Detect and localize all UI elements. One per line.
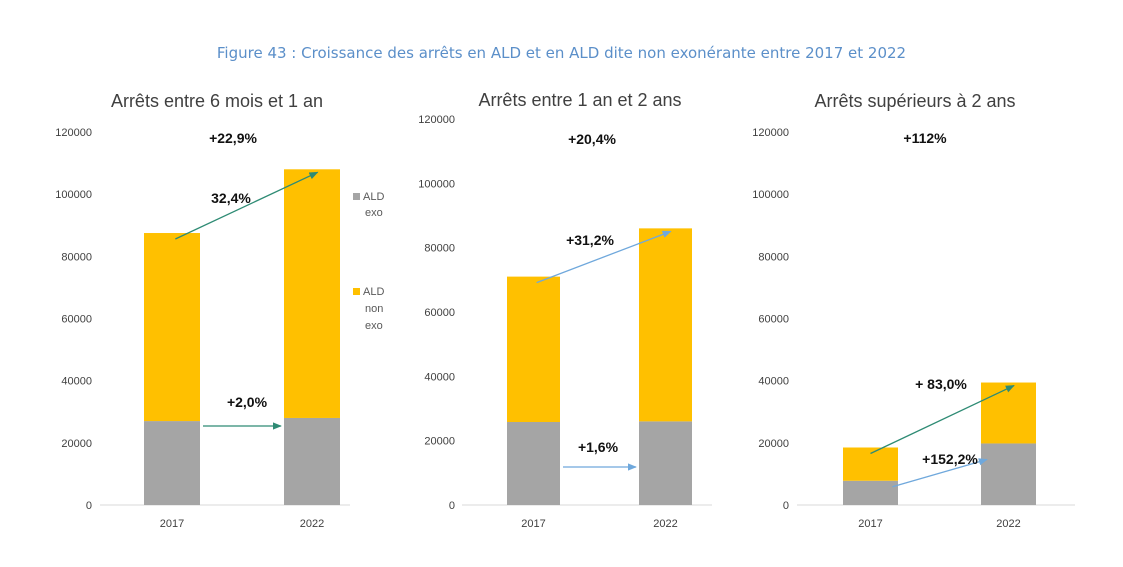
chart-title: Arrêts supérieurs à 2 ans [814, 91, 1015, 111]
legend-label-non-exo: ALD [363, 286, 384, 298]
figure-title: Figure 43 : Croissance des arrêts en ALD… [216, 44, 907, 62]
total-growth-label: +20,4% [568, 131, 616, 147]
legend-label-exo: ALD [363, 191, 384, 203]
x-category-label: 2017 [521, 518, 545, 530]
legend-label-exo: exo [365, 207, 383, 219]
exo-growth-label: +2,0% [227, 394, 268, 410]
bar-ald-non-exo [981, 382, 1036, 444]
top-growth-label: + 83,0% [915, 376, 967, 392]
total-growth-label: +22,9% [209, 130, 257, 146]
legend-label-non-exo: exo [365, 320, 383, 332]
growth-arrow-total [536, 230, 672, 284]
y-tick-label: 120000 [418, 114, 455, 126]
y-tick-label: 0 [449, 500, 455, 512]
top-growth-label: +31,2% [566, 232, 614, 248]
bar-ald-exo [639, 421, 692, 505]
y-tick-label: 80000 [61, 251, 92, 263]
bar-ald-exo [843, 480, 898, 505]
total-growth-label: +112% [903, 130, 947, 146]
growth-arrow-total [175, 171, 319, 240]
bar-ald-non-exo [507, 276, 560, 423]
bar-ald-exo [981, 443, 1036, 505]
bar-ald-non-exo [144, 233, 200, 422]
exo-growth-label: +152,2% [922, 451, 978, 467]
x-category-label: 2017 [160, 518, 184, 530]
y-tick-label: 20000 [424, 436, 455, 448]
bar-ald-non-exo [284, 169, 340, 418]
y-tick-label: 0 [86, 500, 92, 512]
y-tick-label: 60000 [758, 314, 789, 326]
bar-ald-exo [507, 422, 560, 505]
y-tick-label: 0 [783, 500, 789, 512]
bar-ald-non-exo [843, 447, 898, 481]
bar-ald-non-exo [639, 228, 692, 422]
x-category-label: 2022 [653, 518, 677, 530]
legend-label-non-exo: non [365, 303, 383, 315]
exo-growth-label: +1,6% [578, 439, 619, 455]
y-tick-label: 100000 [752, 189, 789, 201]
y-tick-label: 60000 [424, 307, 455, 319]
bar-ald-exo [284, 417, 340, 505]
y-tick-label: 20000 [758, 438, 789, 450]
y-tick-label: 100000 [55, 189, 92, 201]
legend-swatch-exo [353, 193, 360, 200]
x-category-label: 2017 [858, 518, 882, 530]
chart-title: Arrêts entre 6 mois et 1 an [111, 91, 323, 111]
y-tick-label: 80000 [758, 251, 789, 263]
y-tick-label: 120000 [752, 127, 789, 139]
legend-swatch-non-exo [353, 288, 360, 295]
y-tick-label: 80000 [424, 243, 455, 255]
top-growth-label: 32,4% [211, 190, 251, 206]
x-category-label: 2022 [300, 518, 324, 530]
y-tick-label: 20000 [61, 438, 92, 450]
growth-arrow-exo [892, 458, 988, 488]
y-tick-label: 100000 [418, 178, 455, 190]
y-tick-label: 40000 [61, 376, 92, 388]
y-tick-label: 120000 [55, 127, 92, 139]
chart-title: Arrêts entre 1 an et 2 ans [478, 90, 681, 110]
x-category-label: 2022 [996, 518, 1020, 530]
growth-arrow-total [870, 384, 1015, 455]
bar-ald-exo [144, 421, 200, 505]
y-tick-label: 40000 [758, 376, 789, 388]
y-tick-label: 40000 [424, 371, 455, 383]
y-tick-label: 60000 [61, 314, 92, 326]
